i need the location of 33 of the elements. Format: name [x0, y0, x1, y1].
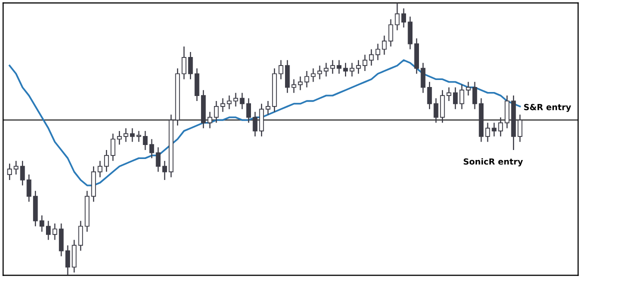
candlestick	[304, 70, 310, 88]
candlestick	[324, 62, 329, 78]
candlestick	[149, 138, 154, 159]
candlestick	[58, 222, 64, 257]
candlestick	[382, 35, 387, 56]
candlestick	[233, 92, 238, 107]
candlestick	[142, 130, 148, 151]
candlestick	[459, 84, 464, 110]
text: S&R entry	[524, 104, 572, 112]
candlestick	[472, 81, 478, 110]
candlestick	[46, 220, 51, 240]
candlestick	[317, 65, 322, 80]
candlestick	[156, 146, 161, 172]
candlestick	[240, 92, 245, 110]
candlestick	[394, 2, 400, 31]
candlestick	[136, 130, 142, 142]
candlestick	[408, 16, 413, 50]
candlestick	[375, 43, 380, 61]
candlestick	[310, 68, 316, 82]
candlestick	[226, 94, 232, 110]
candlestick	[388, 18, 394, 48]
candlestick	[466, 81, 471, 96]
candlestick	[291, 78, 296, 94]
candlestick	[130, 128, 135, 142]
candlestick	[78, 220, 84, 252]
candlestick	[220, 98, 226, 112]
candlestick	[485, 122, 490, 142]
annotation: SonicR entry	[464, 158, 523, 166]
candlestick	[52, 222, 58, 240]
candlestick	[65, 244, 70, 276]
candlestick	[401, 8, 406, 28]
candlestick	[298, 76, 303, 91]
candlestick	[72, 239, 77, 274]
